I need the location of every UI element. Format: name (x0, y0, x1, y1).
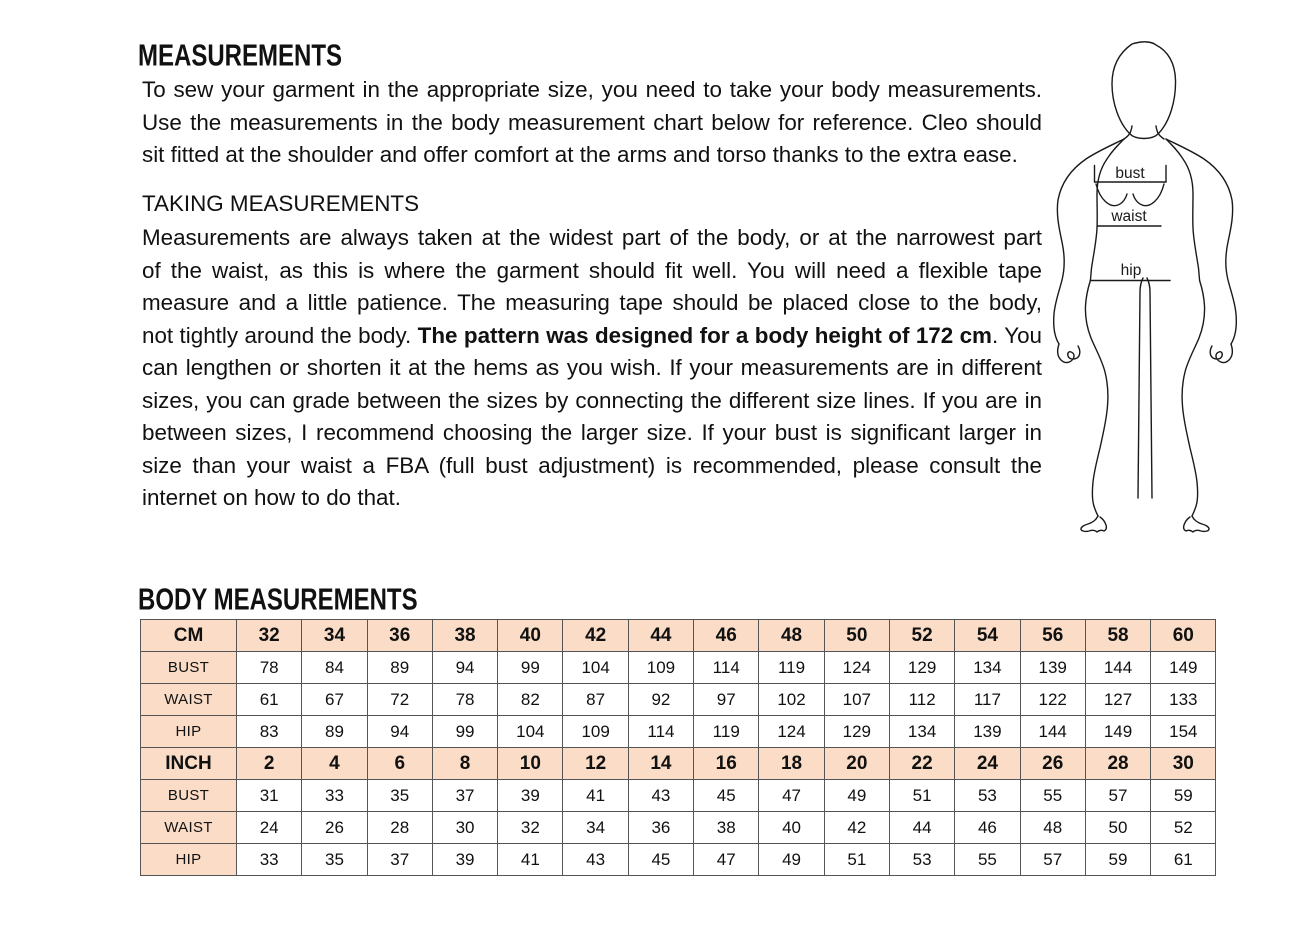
svg-text:bust: bust (1115, 165, 1145, 182)
svg-text:hip: hip (1121, 262, 1142, 279)
svg-text:waist: waist (1110, 208, 1147, 225)
